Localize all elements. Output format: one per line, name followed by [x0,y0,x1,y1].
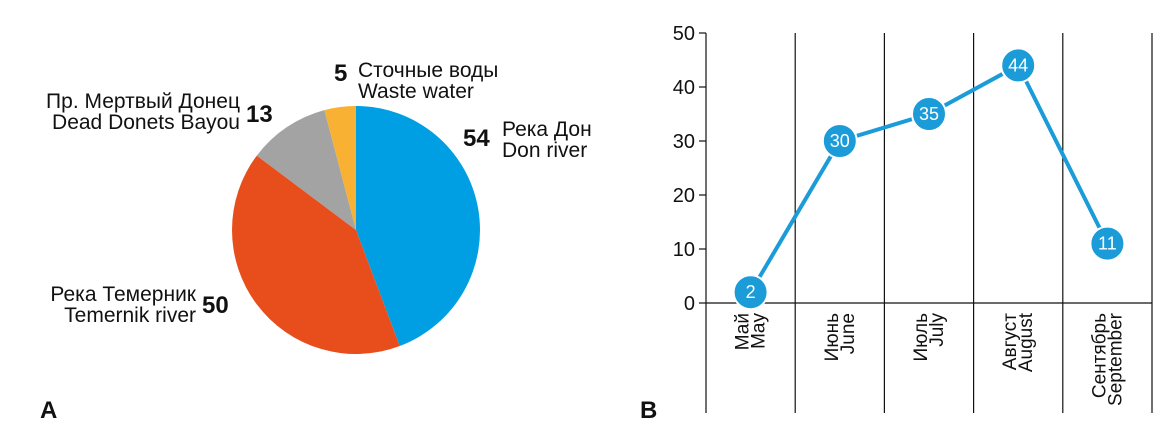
pie-slice-3 [324,106,356,230]
slice-label-don-ru: Река Дон [502,118,592,141]
x-tick-label-ru: Май [733,313,754,350]
slice-label-donets-ru: Пр. Мертвый Донец [46,90,240,113]
slice-label-waste-ru: Сточные воды [358,59,498,82]
y-tick-label: 20 [673,185,695,207]
x-tick-label-en: June [838,313,859,354]
series-points: 2 30 35 44 11 [732,47,1126,311]
panel-label-b: B [640,397,657,424]
slice-value-waste: 5 [334,60,347,87]
y-axis-ticks: 0 10 20 30 40 50 [673,23,706,315]
x-tick-label-ru: Август [1000,313,1021,370]
data-point [1089,225,1126,262]
data-point-label: 11 [1098,234,1117,254]
data-point [1000,47,1037,84]
slice-value-don: 54 [463,125,490,152]
slice-value-donets: 13 [246,101,273,128]
x-tick-label-ru: Июль [911,313,932,362]
pie-slice-1 [232,155,400,354]
slice-label-donets-en: Dead Donets Bayou [52,111,240,134]
pie-slices [232,105,481,354]
pie-slice-0 [356,105,481,347]
data-point [821,123,858,159]
pie-chart: 54 Река Дон Don river Река Темерник Teme… [40,59,592,424]
y-tick-label: 0 [684,293,695,315]
x-tick-label-en: August [1016,312,1037,372]
y-tick-label: 30 [673,131,695,153]
slice-value-temernik: 50 [202,292,229,319]
pie-slice-2 [256,110,356,230]
data-point-label: 35 [919,104,939,124]
y-tick-label: 40 [673,77,695,99]
y-tick-label: 50 [673,23,695,45]
y-tick-label: 10 [673,239,695,261]
slice-label-waste-en: Waste water [358,80,474,103]
x-tick-label-en: September [1105,312,1126,406]
data-point-label: 30 [830,131,850,151]
x-tick-label-en: July [927,313,948,347]
data-point [732,274,769,311]
panel-label-a: A [40,397,57,424]
data-point [911,96,947,132]
line-grid [705,33,1153,413]
x-tick-label-en: May [749,313,770,349]
slice-label-temernik-en: Temernik river [64,304,196,327]
data-point-label: 2 [746,282,756,302]
slice-label-don-en: Don river [502,139,587,162]
x-tick-label-ru: Июнь [822,313,843,361]
x-tick-label-ru: Сентябрь [1089,313,1110,398]
data-point-label: 44 [1008,55,1028,75]
slice-label-temernik-ru: Река Темерник [50,283,196,306]
